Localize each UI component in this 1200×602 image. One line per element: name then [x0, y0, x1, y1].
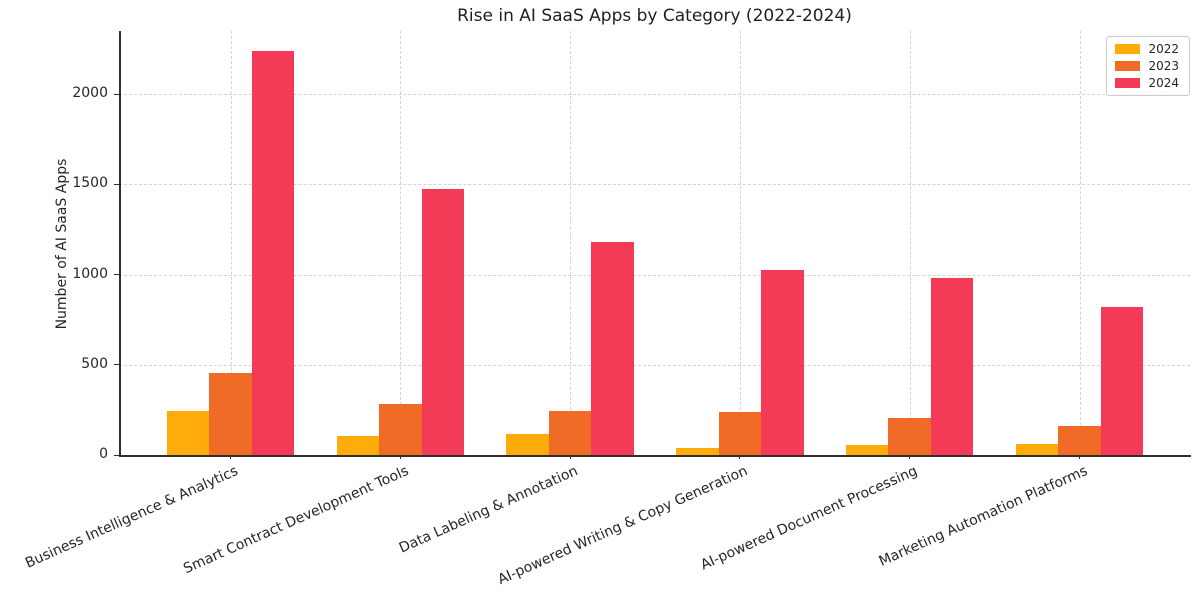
bar-2023-3 — [718, 411, 762, 455]
legend: 2022 2023 2024 — [1106, 36, 1190, 96]
bar-2023-4 — [888, 418, 931, 455]
x-axis-spine — [119, 455, 1191, 457]
legend-swatch-2022 — [1115, 44, 1141, 54]
bar-2022-2 — [506, 434, 549, 455]
bar-2024-1 — [421, 188, 465, 455]
bar-2024-3 — [761, 270, 804, 455]
x-tick-mark — [1079, 455, 1080, 459]
bar-2022-3 — [676, 447, 719, 455]
y-axis-spine — [119, 31, 121, 456]
v-gridline — [230, 31, 232, 455]
v-gridline — [1079, 31, 1081, 455]
y-tick-mark — [114, 364, 119, 366]
legend-item-2024: 2024 — [1115, 77, 1179, 89]
bar-2023-5 — [1058, 426, 1101, 455]
bar-2022-1 — [336, 436, 380, 455]
h-gridline — [119, 274, 1190, 276]
x-tick-mark — [569, 455, 571, 459]
bar-2022-5 — [1015, 444, 1059, 455]
legend-label-2022: 2022 — [1148, 42, 1179, 56]
legend-label-2023: 2023 — [1148, 59, 1179, 73]
y-tick-label: 2000 — [72, 85, 108, 102]
y-tick-mark — [114, 183, 119, 185]
v-gridline — [400, 31, 402, 455]
chart-title: Rise in AI SaaS Apps by Category (2022-2… — [457, 6, 852, 26]
y-tick-label: 1000 — [72, 265, 108, 282]
v-gridline — [909, 31, 911, 455]
bar-2022-4 — [845, 445, 889, 455]
bar-2024-4 — [930, 278, 974, 455]
v-gridline — [739, 31, 741, 455]
bar-2024-0 — [251, 50, 295, 455]
bar-2023-1 — [379, 403, 422, 455]
y-tick-mark — [114, 274, 119, 276]
bar-2023-2 — [548, 410, 592, 455]
h-gridline — [119, 94, 1190, 96]
y-tick-label: 1500 — [72, 175, 108, 192]
y-tick-label: 500 — [81, 355, 108, 372]
h-gridline — [119, 184, 1190, 186]
legend-swatch-2023 — [1115, 61, 1141, 71]
legend-item-2022: 2022 — [1115, 43, 1179, 55]
bar-2024-5 — [1100, 307, 1144, 455]
y-tick-mark — [114, 93, 119, 95]
legend-swatch-2024 — [1115, 78, 1141, 88]
bar-2024-2 — [591, 242, 634, 455]
legend-item-2023: 2023 — [1115, 60, 1179, 72]
legend-label-2024: 2024 — [1148, 76, 1179, 90]
x-tick-mark — [399, 455, 401, 459]
y-tick-mark — [114, 454, 119, 456]
x-tick-label: Data Labeling & Annotation — [396, 463, 581, 557]
bar-2023-0 — [209, 372, 252, 455]
y-tick-label: 0 — [99, 446, 108, 462]
x-tick-mark — [739, 455, 741, 459]
x-tick-mark — [230, 455, 231, 459]
bar-2022-0 — [166, 410, 210, 455]
h-gridline — [119, 364, 1190, 366]
v-gridline — [570, 31, 572, 455]
x-tick-mark — [909, 455, 911, 459]
